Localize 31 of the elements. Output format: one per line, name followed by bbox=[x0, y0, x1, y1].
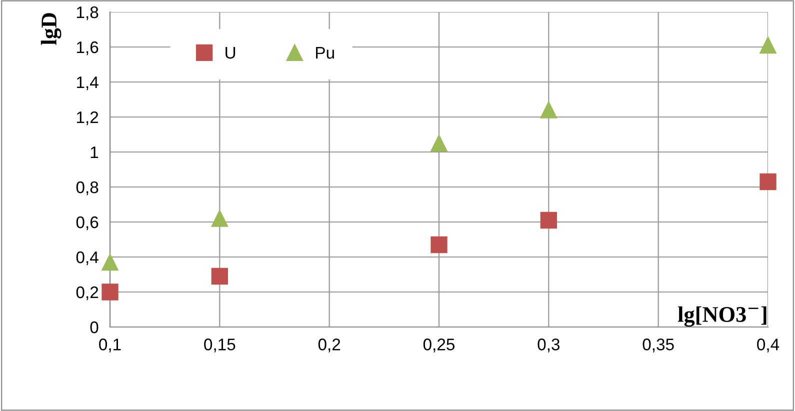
point bbox=[430, 236, 448, 254]
x-tick-label: 0,1 bbox=[99, 338, 121, 352]
y-tick-label: 1,8 bbox=[76, 6, 98, 20]
x-tick-label: 0,2 bbox=[318, 338, 340, 352]
x-tick-label: 0,15 bbox=[204, 338, 236, 352]
y-tick-label: 1,4 bbox=[76, 76, 98, 90]
point bbox=[102, 284, 118, 300]
x-tick-label: 0,25 bbox=[423, 338, 455, 352]
y-tick-label: 0,6 bbox=[76, 216, 98, 230]
point bbox=[540, 102, 557, 118]
point bbox=[540, 212, 557, 229]
y-tick-label: 0,8 bbox=[76, 181, 98, 196]
y-tick-label: 0 bbox=[90, 321, 98, 334]
y-tick-label: 1,2 bbox=[76, 111, 98, 126]
y-tick-label: 0,4 bbox=[76, 251, 98, 266]
point bbox=[760, 173, 776, 190]
x-tick-label: 0,3 bbox=[538, 338, 560, 352]
y-tick-label: 1,6 bbox=[76, 41, 98, 56]
point bbox=[211, 210, 228, 227]
point bbox=[430, 134, 448, 152]
y-tick-label: 1 bbox=[90, 146, 98, 158]
point bbox=[102, 254, 118, 271]
y-axis-title: lgD bbox=[40, 13, 62, 45]
x-tick-label: 0,4 bbox=[757, 338, 780, 352]
x-tick-label: 0,35 bbox=[642, 338, 674, 352]
x-axis-title: lg[NO3$^{−}$] bbox=[678, 306, 766, 327]
legend-label: U bbox=[226, 47, 236, 59]
legend-label: Pu bbox=[316, 47, 334, 59]
point bbox=[760, 36, 776, 54]
y-tick-label: 0,2 bbox=[76, 286, 98, 300]
point bbox=[211, 268, 228, 285]
